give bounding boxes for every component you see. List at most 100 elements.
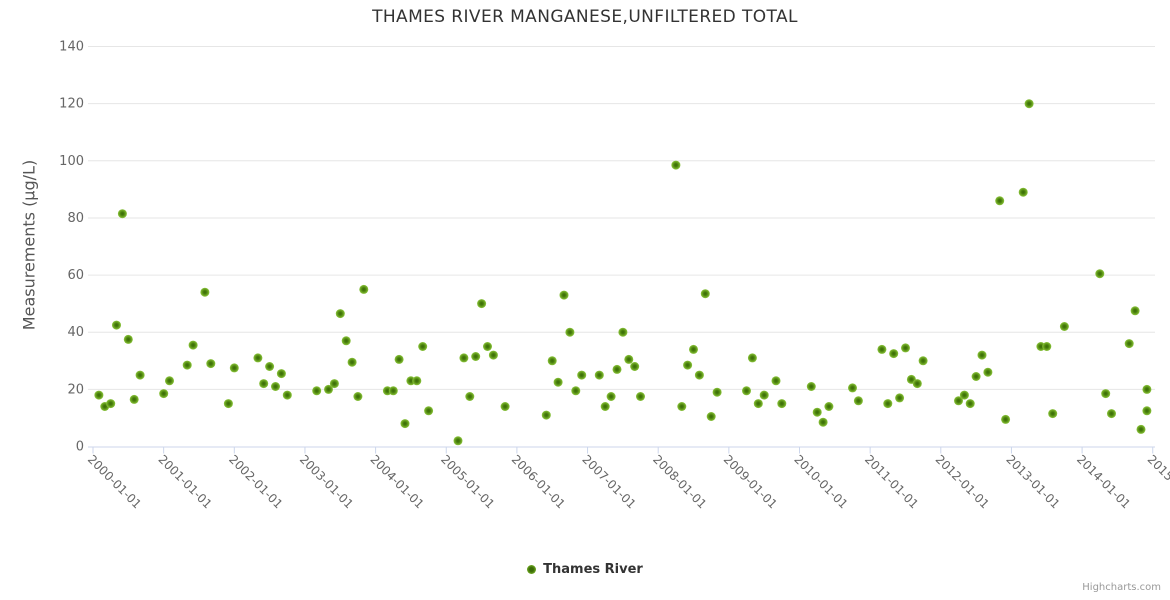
data-point[interactable] <box>700 289 710 299</box>
data-point[interactable] <box>971 372 981 381</box>
data-point[interactable] <box>106 399 116 409</box>
data-point[interactable] <box>477 299 487 309</box>
data-point[interactable] <box>324 384 333 394</box>
data-point[interactable] <box>747 353 757 363</box>
highcharts-credits-link[interactable]: Highcharts.com <box>1082 582 1161 593</box>
data-point[interactable] <box>959 390 969 400</box>
data-point[interactable] <box>753 399 763 409</box>
data-point[interactable] <box>418 342 428 351</box>
data-point[interactable] <box>1095 269 1105 279</box>
data-point[interactable] <box>600 402 610 411</box>
data-point[interactable] <box>565 327 575 337</box>
data-point[interactable] <box>671 160 681 170</box>
data-point[interactable] <box>94 390 104 400</box>
data-point[interactable] <box>1136 424 1146 434</box>
data-point[interactable] <box>812 407 822 417</box>
data-point[interactable] <box>618 327 628 337</box>
data-point[interactable] <box>1142 384 1152 394</box>
legend-item-thames-river[interactable]: Thames River <box>0 562 1170 577</box>
data-point[interactable] <box>471 352 481 361</box>
data-point[interactable] <box>312 386 322 396</box>
data-point[interactable] <box>182 360 192 370</box>
data-point[interactable] <box>271 382 280 391</box>
data-point[interactable] <box>848 383 857 393</box>
data-point[interactable] <box>488 350 498 360</box>
data-point[interactable] <box>954 396 963 406</box>
data-point[interactable] <box>995 196 1005 206</box>
data-point[interactable] <box>606 392 616 401</box>
data-point[interactable] <box>483 342 492 351</box>
data-point[interactable] <box>889 349 899 359</box>
data-point[interactable] <box>759 390 769 400</box>
data-point[interactable] <box>712 387 722 397</box>
data-point[interactable] <box>677 402 687 411</box>
data-point[interactable] <box>541 410 551 420</box>
data-point[interactable] <box>977 350 987 360</box>
data-point[interactable] <box>394 354 404 364</box>
data-point[interactable] <box>282 390 292 400</box>
data-point[interactable] <box>1059 322 1069 331</box>
data-point[interactable] <box>806 382 816 391</box>
data-point[interactable] <box>1101 389 1111 399</box>
data-point[interactable] <box>571 386 581 396</box>
data-point[interactable] <box>159 389 169 399</box>
data-point[interactable] <box>359 284 369 294</box>
data-point[interactable] <box>335 309 345 319</box>
data-point[interactable] <box>1018 187 1028 197</box>
data-point[interactable] <box>912 379 922 389</box>
data-point[interactable] <box>559 290 569 300</box>
data-point[interactable] <box>253 353 263 363</box>
data-point[interactable] <box>412 376 422 386</box>
data-point[interactable] <box>1042 342 1052 351</box>
data-point[interactable] <box>135 370 145 380</box>
data-point[interactable] <box>824 402 834 411</box>
data-point[interactable] <box>500 402 510 411</box>
data-point[interactable] <box>1001 414 1011 424</box>
data-point[interactable] <box>200 287 210 297</box>
data-point[interactable] <box>553 377 563 387</box>
data-point[interactable] <box>465 392 475 401</box>
data-point[interactable] <box>895 393 905 403</box>
data-point[interactable] <box>689 344 698 354</box>
data-point[interactable] <box>918 356 928 366</box>
data-point[interactable] <box>901 343 910 353</box>
data-point[interactable] <box>883 399 893 409</box>
data-point[interactable] <box>983 367 993 377</box>
data-point[interactable] <box>1107 409 1116 419</box>
data-point[interactable] <box>329 379 339 389</box>
data-point[interactable] <box>624 354 634 364</box>
data-point[interactable] <box>771 376 781 386</box>
data-point[interactable] <box>577 370 587 380</box>
data-point[interactable] <box>547 356 557 366</box>
data-point[interactable] <box>188 340 198 350</box>
data-point[interactable] <box>683 360 693 370</box>
data-point[interactable] <box>853 396 863 406</box>
data-point[interactable] <box>129 394 139 404</box>
data-point[interactable] <box>223 399 233 409</box>
data-point[interactable] <box>1130 306 1140 316</box>
data-point[interactable] <box>453 436 463 446</box>
data-point[interactable] <box>459 353 469 363</box>
data-point[interactable] <box>1142 406 1152 416</box>
data-point[interactable] <box>424 406 434 416</box>
data-point[interactable] <box>341 336 351 346</box>
data-point[interactable] <box>612 364 622 374</box>
data-point[interactable] <box>630 362 640 371</box>
data-point[interactable] <box>742 386 751 396</box>
data-point[interactable] <box>259 379 269 389</box>
data-point[interactable] <box>1024 99 1034 109</box>
data-point[interactable] <box>818 417 828 427</box>
data-point[interactable] <box>206 359 216 369</box>
data-point[interactable] <box>594 370 604 380</box>
data-point[interactable] <box>636 392 645 401</box>
data-point[interactable] <box>353 392 363 401</box>
data-point[interactable] <box>694 370 704 380</box>
data-point[interactable] <box>400 419 410 429</box>
data-point[interactable] <box>388 386 398 396</box>
data-point[interactable] <box>1048 409 1058 419</box>
data-point[interactable] <box>877 344 887 354</box>
data-point[interactable] <box>706 412 716 421</box>
data-point[interactable] <box>123 334 133 344</box>
data-point[interactable] <box>265 362 275 371</box>
data-point[interactable] <box>117 209 127 219</box>
